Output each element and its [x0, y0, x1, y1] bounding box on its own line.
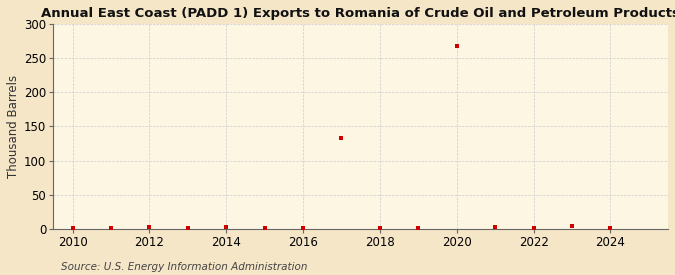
Point	[452, 43, 462, 48]
Point	[605, 226, 616, 230]
Point	[375, 226, 385, 230]
Point	[221, 225, 232, 229]
Point	[413, 226, 424, 230]
Point	[105, 226, 116, 230]
Point	[528, 226, 539, 230]
Point	[144, 225, 155, 230]
Point	[298, 226, 308, 230]
Point	[182, 226, 193, 230]
Point	[67, 226, 78, 230]
Point	[566, 224, 577, 228]
Title: Annual East Coast (PADD 1) Exports to Romania of Crude Oil and Petroleum Product: Annual East Coast (PADD 1) Exports to Ro…	[41, 7, 675, 20]
Point	[336, 136, 347, 140]
Point	[490, 225, 501, 230]
Point	[259, 226, 270, 230]
Y-axis label: Thousand Barrels: Thousand Barrels	[7, 75, 20, 178]
Text: Source: U.S. Energy Information Administration: Source: U.S. Energy Information Administ…	[61, 262, 307, 272]
